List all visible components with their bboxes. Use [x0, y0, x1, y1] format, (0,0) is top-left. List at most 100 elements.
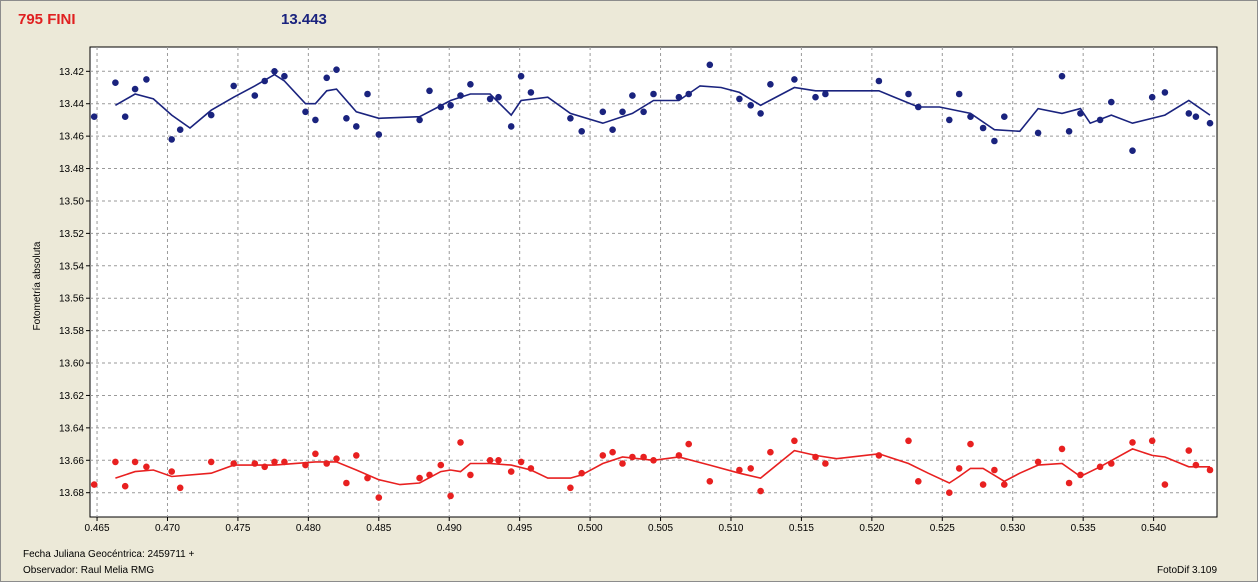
data-point — [168, 468, 175, 475]
data-point — [640, 453, 647, 461]
data-point — [1206, 119, 1214, 127]
data-point — [375, 131, 383, 138]
y-tick-label: 13.44 — [59, 99, 84, 110]
x-tick-label: 0.470 — [155, 523, 180, 534]
data-point — [467, 81, 474, 88]
software-version: FotoDif 3.109 — [1157, 565, 1218, 576]
x-tick-label: 0.535 — [1071, 523, 1096, 534]
data-point — [1206, 466, 1214, 474]
data-point — [416, 474, 423, 482]
data-point — [599, 452, 607, 459]
data-point — [495, 457, 502, 464]
x-tick-label: 0.475 — [225, 523, 250, 534]
data-point — [955, 465, 963, 472]
data-point — [567, 115, 574, 122]
data-point — [629, 453, 636, 461]
data-point — [757, 487, 764, 495]
data-point — [1161, 481, 1169, 488]
data-point — [486, 95, 494, 103]
data-point — [437, 461, 445, 469]
data-point — [599, 108, 607, 116]
data-point — [955, 90, 963, 98]
y-tick-label: 13.42 — [59, 67, 84, 78]
data-point — [437, 103, 445, 111]
y-tick-label: 13.52 — [59, 229, 84, 240]
data-point — [1077, 110, 1084, 117]
data-point — [271, 68, 278, 75]
data-point — [567, 484, 574, 492]
data-point — [447, 492, 454, 500]
x-tick-label: 0.480 — [296, 523, 321, 534]
data-point — [1192, 461, 1200, 469]
data-point — [426, 471, 433, 479]
data-point — [1185, 110, 1193, 117]
y-tick-label: 13.46 — [59, 132, 84, 143]
y-tick-label: 13.48 — [59, 164, 84, 175]
data-point — [353, 123, 360, 130]
data-point — [333, 66, 340, 73]
data-point — [517, 72, 525, 80]
data-point — [121, 113, 129, 120]
data-point — [822, 90, 829, 98]
data-point — [619, 460, 626, 467]
data-point — [675, 452, 683, 459]
data-point — [312, 116, 319, 124]
data-point — [168, 136, 175, 143]
data-point — [905, 90, 912, 98]
data-point — [495, 93, 502, 101]
data-point — [905, 437, 912, 445]
data-point — [1001, 481, 1008, 488]
axis-ticks: 0.465 0.470 0.475 0.480 0.485 0.490 0.495 0.500… — [59, 67, 1167, 534]
data-point — [333, 455, 340, 463]
series-1 — [90, 61, 1214, 154]
julian-date-label: Fecha Juliana Geocéntrica: 2459711 + — [23, 549, 195, 560]
data-point — [609, 448, 616, 456]
data-point — [457, 92, 464, 99]
data-point — [650, 457, 657, 464]
y-tick-label: 13.54 — [59, 261, 84, 272]
data-point — [640, 108, 647, 116]
data-point — [979, 481, 987, 488]
y-tick-label: 13.58 — [59, 326, 84, 337]
data-point — [915, 478, 922, 485]
data-point — [1108, 460, 1115, 467]
data-point — [517, 458, 525, 466]
data-point — [112, 458, 119, 466]
data-point — [527, 89, 535, 96]
observer-label: Observador: Raul Melia RMG — [23, 565, 155, 576]
data-point — [812, 453, 819, 461]
x-tick-label: 0.510 — [718, 523, 743, 534]
data-point — [875, 77, 883, 85]
data-point — [747, 102, 754, 109]
data-point — [230, 460, 237, 467]
x-tick-label: 0.500 — [578, 523, 603, 534]
data-point — [353, 452, 360, 459]
data-point — [578, 469, 585, 477]
data-point — [979, 124, 987, 132]
data-point — [281, 72, 288, 80]
data-point — [251, 92, 259, 99]
data-point — [375, 494, 383, 501]
y-tick-label: 13.64 — [59, 423, 84, 434]
data-point — [1129, 147, 1136, 154]
data-point — [578, 128, 585, 135]
data-point — [343, 479, 350, 487]
data-point — [467, 471, 474, 479]
data-point — [207, 458, 215, 466]
data-point — [991, 137, 998, 145]
data-point — [176, 484, 184, 492]
data-point — [685, 440, 692, 448]
data-point — [1096, 116, 1104, 124]
data-point — [447, 102, 454, 109]
y-axis-title: Fotometría absoluta — [32, 241, 43, 330]
data-point — [416, 116, 423, 124]
y-tick-label: 13.50 — [59, 196, 84, 207]
y-tick-label: 13.66 — [59, 456, 84, 467]
data-point — [791, 437, 798, 445]
x-tick-label: 0.530 — [1000, 523, 1025, 534]
data-point — [609, 126, 616, 133]
data-point — [967, 113, 974, 120]
x-tick-label: 0.465 — [85, 523, 110, 534]
data-point — [323, 460, 331, 467]
